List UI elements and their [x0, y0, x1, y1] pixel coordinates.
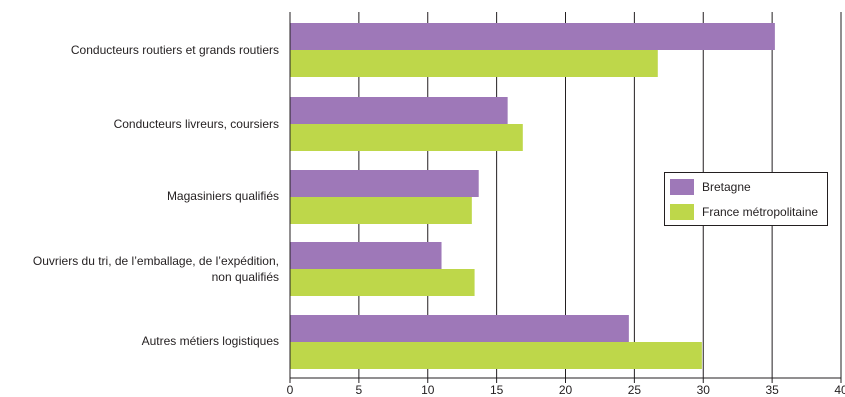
- category-label-3: Ouvriers du tri, de l’emballage, de l’ex…: [0, 253, 279, 285]
- bar-bretagne-1: [290, 97, 508, 124]
- bar-bretagne-4: [290, 315, 629, 342]
- category-label-1: Conducteurs livreurs, coursiers: [0, 116, 279, 132]
- bar-france-2: [290, 197, 472, 224]
- category-label-line: Conducteurs routiers et grands routiers: [70, 43, 279, 57]
- category-label-line: Ouvriers du tri, de l’emballage, de l’ex…: [32, 254, 279, 268]
- bar-bretagne-2: [290, 170, 479, 197]
- category-label-2: Magasiniers qualifiés: [0, 188, 279, 204]
- x-tick-label-5: 5: [356, 383, 363, 397]
- x-tick-label-25: 25: [628, 383, 642, 397]
- legend-swatch-bretagne: [670, 179, 694, 195]
- x-tick-label-10: 10: [421, 383, 435, 397]
- category-label-line: non qualifiés: [211, 270, 279, 284]
- legend-swatch-france: [670, 204, 694, 220]
- bar-france-0: [290, 50, 658, 77]
- x-tick-label-30: 30: [697, 383, 711, 397]
- x-tick-label-35: 35: [765, 383, 779, 397]
- bar-bretagne-0: [290, 23, 775, 50]
- bar-bretagne-3: [290, 242, 442, 269]
- category-label-line: Conducteurs livreurs, coursiers: [113, 117, 279, 131]
- bar-france-4: [290, 342, 702, 369]
- bar-france-3: [290, 269, 475, 296]
- category-label-0: Conducteurs routiers et grands routiers: [0, 42, 279, 58]
- x-tick-label-0: 0: [287, 383, 294, 397]
- x-tick-label-15: 15: [490, 383, 504, 397]
- bar-france-1: [290, 124, 523, 151]
- category-label-line: Autres métiers logistiques: [141, 334, 279, 348]
- legend: Bretagne France métropolitaine: [664, 172, 828, 226]
- category-label-line: Magasiniers qualifiés: [166, 189, 279, 203]
- x-tick-label-40: 40: [834, 383, 845, 397]
- category-label-4: Autres métiers logistiques: [0, 333, 279, 349]
- legend-label-france: France métropolitaine: [702, 205, 819, 219]
- x-tick-label-20: 20: [559, 383, 573, 397]
- legend-label-bretagne: Bretagne: [702, 180, 751, 194]
